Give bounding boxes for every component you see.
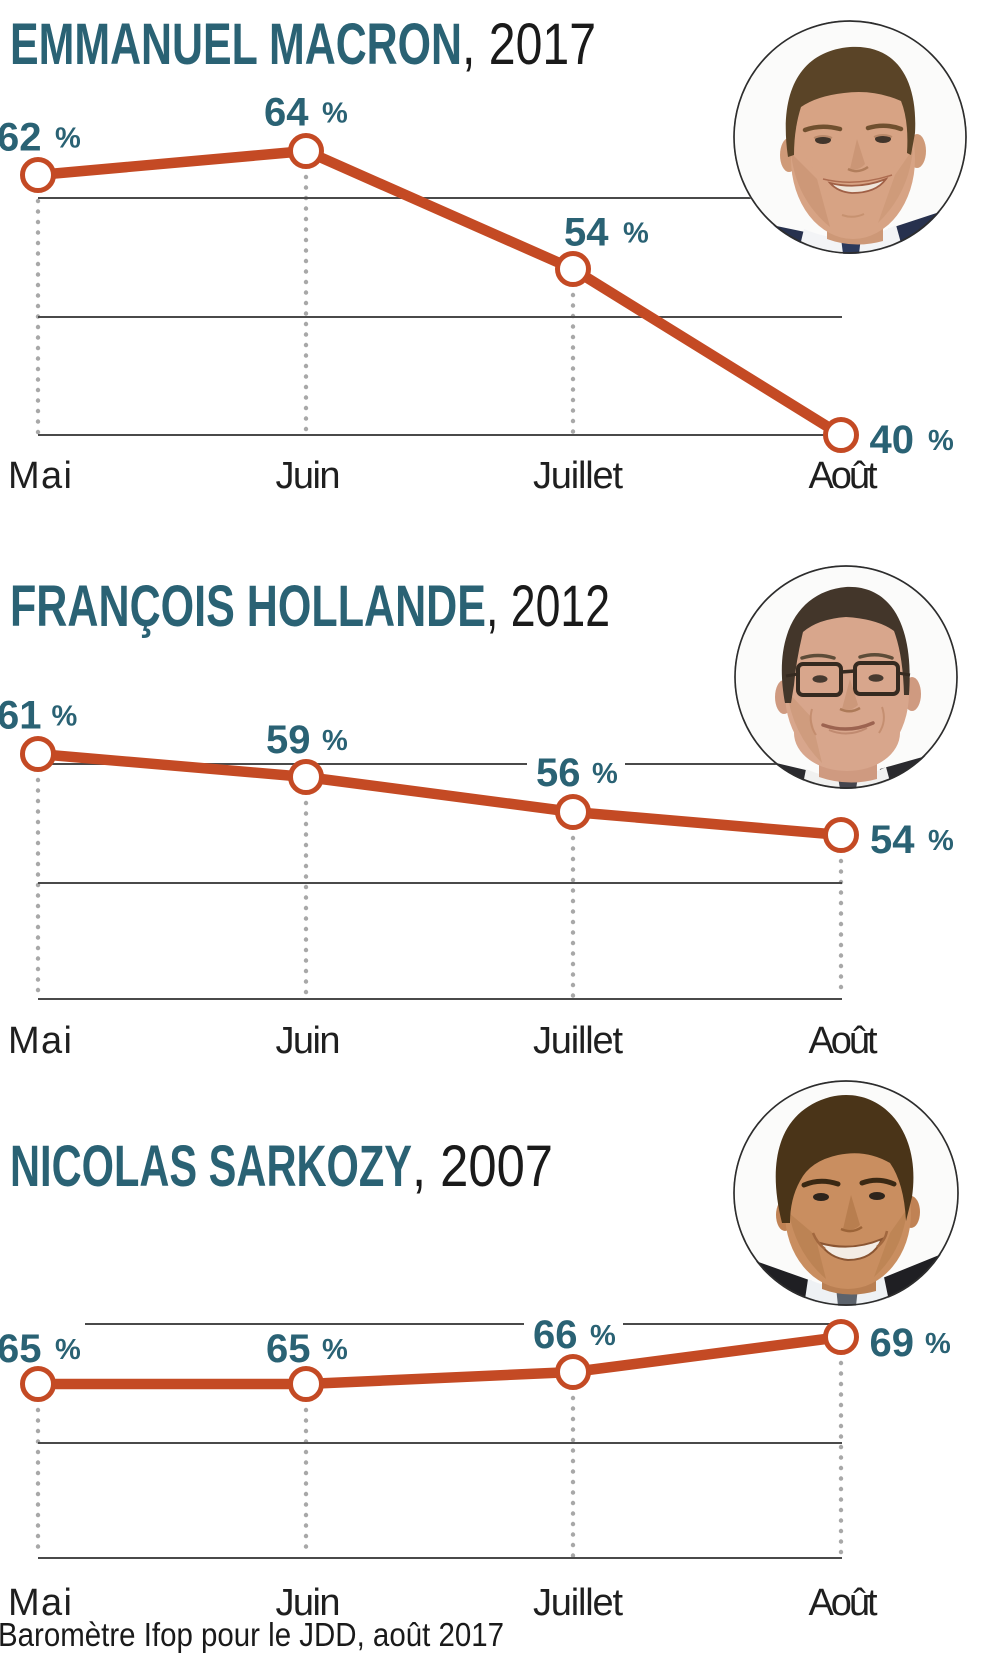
svg-text:Juillet: Juillet [533, 1582, 623, 1624]
svg-text:%: % [623, 218, 649, 250]
svg-text:%: % [928, 825, 954, 857]
svg-text:, 2017: , 2017 [462, 12, 596, 77]
svg-text:54: 54 [870, 818, 915, 862]
svg-text:%: % [590, 1320, 616, 1352]
svg-text:, 2007: , 2007 [412, 1134, 553, 1199]
svg-text:%: % [52, 701, 78, 733]
svg-text:Août: Août [809, 1020, 878, 1062]
svg-text:%: % [592, 758, 618, 790]
svg-text:%: % [55, 1334, 81, 1366]
svg-text:%: % [55, 123, 81, 155]
svg-text:61: 61 [0, 694, 42, 738]
svg-text:%: % [928, 425, 954, 457]
svg-text:56: 56 [536, 751, 581, 795]
svg-text:NICOLAS SARKOZY: NICOLAS SARKOZY [10, 1134, 412, 1199]
svg-text:62: 62 [0, 116, 42, 160]
svg-text:, 2012: , 2012 [486, 574, 610, 639]
svg-text:Baromètre Ifop pour le JDD, ao: Baromètre Ifop pour le JDD, août 2017 [0, 1616, 504, 1653]
svg-text:%: % [322, 725, 348, 757]
svg-text:Juin: Juin [276, 1020, 341, 1062]
svg-text:54: 54 [564, 211, 609, 255]
svg-text:Juin: Juin [276, 455, 341, 497]
svg-text:66: 66 [533, 1313, 578, 1357]
svg-text:Juillet: Juillet [533, 1020, 623, 1062]
svg-text:EMMANUEL MACRON: EMMANUEL MACRON [10, 12, 462, 77]
svg-text:40: 40 [870, 418, 915, 462]
svg-text:59: 59 [266, 718, 311, 762]
svg-text:Août: Août [809, 455, 878, 497]
svg-text:%: % [925, 1328, 951, 1360]
svg-text:Juillet: Juillet [533, 455, 623, 497]
svg-text:69: 69 [870, 1321, 915, 1365]
svg-text:%: % [322, 1334, 348, 1366]
svg-text:FRANÇOIS HOLLANDE: FRANÇOIS HOLLANDE [10, 574, 486, 639]
svg-text:Août: Août [809, 1582, 878, 1624]
svg-text:64: 64 [264, 91, 309, 135]
svg-text:65: 65 [266, 1327, 311, 1371]
svg-text:%: % [322, 98, 348, 130]
svg-text:Juin: Juin [276, 1582, 341, 1624]
svg-text:65: 65 [0, 1327, 42, 1371]
